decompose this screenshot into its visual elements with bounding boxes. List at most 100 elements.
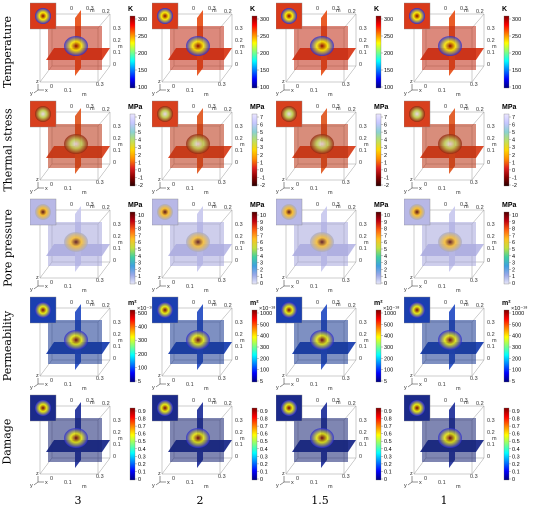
- colorbar-tick-label: 400: [512, 334, 521, 340]
- colorbar-tick-label: 10: [512, 213, 518, 219]
- axis-unit-label: m: [82, 484, 87, 490]
- slice-planes: [292, 206, 356, 272]
- colorbar-exponent: ×10⁻¹⁸: [511, 305, 527, 312]
- axis-tick-label: 0.1: [310, 88, 318, 94]
- axis-tick-label: 0.2: [476, 303, 484, 309]
- colorbar-unit: MPa: [502, 202, 517, 209]
- orientation-triad-icon: yzx: [152, 79, 170, 97]
- svg-text:x: x: [291, 382, 294, 388]
- axis-tick-label: 0.1: [235, 442, 243, 448]
- axis-tick-label: 0.3: [332, 398, 340, 404]
- orientation-triad-icon: yzx: [404, 275, 422, 293]
- svg-text:x: x: [419, 382, 422, 388]
- axis-tick-label: 0: [424, 476, 427, 482]
- svg-text:x: x: [45, 480, 48, 486]
- axis-unit-label: m: [456, 288, 461, 294]
- colorbar-tick-label: -2: [512, 183, 517, 189]
- colorbar-tick-label: 1: [138, 274, 141, 280]
- panel-figure: 0 0.3 0.20.30.20.1000.10.3mmmyzx0.90.80.70…: [404, 394, 520, 490]
- axis-tick-label: 0.3: [359, 26, 367, 32]
- axis-tick-label: 0: [359, 356, 362, 362]
- axis-tick-label: 0: [172, 280, 175, 286]
- orientation-triad-icon: yzx: [30, 177, 48, 195]
- colorbar-tick-label: 200: [512, 356, 521, 362]
- axis-tick-label: 0.3: [208, 398, 216, 404]
- colorbar-tick-label: 5: [138, 247, 141, 253]
- axis-tick-label: 0: [113, 258, 116, 264]
- axis-unit-label: m: [328, 92, 333, 98]
- panel-pore_pressure: 0 0.3 0.2 0.3 0.2 0.1 0 0 0.1 0.3 m m m y z x MPa 10 9 8 7 6 5…: [404, 198, 534, 296]
- axis-tick-label: 0.2: [102, 401, 110, 407]
- panel-figure: 0 0.3 0.20.30.20.1000.10.3mmmyzx0.90.80.70…: [152, 394, 268, 490]
- panel-temperature: 0 0.3 0.2 0.3 0.2 0.1 0 0 0.1 0.3 m m m y z x K 300 250 200…: [404, 2, 534, 100]
- axis-unit-label: m: [364, 44, 369, 50]
- colorbar: [503, 15, 510, 89]
- axis-tick-label: 0.1: [310, 382, 318, 388]
- svg-text:z: z: [36, 177, 39, 183]
- colorbar: [129, 15, 136, 89]
- svg-text:x: x: [167, 284, 170, 290]
- colorbar-tick-label: 500: [138, 311, 147, 317]
- slice-planes: [420, 206, 484, 272]
- colorbar-tick-label: 6: [138, 240, 141, 246]
- axis-tick-label: 0: [235, 160, 238, 166]
- svg-text:x: x: [291, 186, 294, 192]
- axis-tick-label: 0.3: [470, 474, 478, 480]
- axis-tick-label: 0: [192, 6, 195, 12]
- colorbar-tick-label: 100: [138, 85, 147, 91]
- colorbar-tick-label: 300: [512, 17, 521, 23]
- colorbar-tick-label: 0.7: [384, 424, 392, 430]
- colorbar-unit: K: [250, 6, 255, 13]
- axis-unit-label: m: [328, 386, 333, 392]
- colorbar-tick-label: 0.6: [260, 432, 268, 438]
- axis-tick-label: 0.2: [359, 136, 367, 142]
- colorbar-tick-label: 0.5: [260, 439, 268, 445]
- colorbar-tick-label: 6: [512, 123, 515, 129]
- colorbar-unit: MPa: [128, 202, 143, 209]
- orientation-triad-icon: yzx: [152, 177, 170, 195]
- panel-figure: 0 0.3 0.20.30.20.1000.10.3mmmyzxm²×10⁻¹⁸10…: [152, 296, 275, 392]
- axis-tick-label: 0.1: [310, 284, 318, 290]
- axis-tick-label: 0.3: [470, 278, 478, 284]
- colorbar-tick-label: 300: [138, 338, 147, 344]
- axis-tick-label: 0.1: [438, 186, 446, 192]
- panel-thermal_stress: 0 0.3 0.2 0.3 0.2 0.1 0 0 0.1 0.3 m m m y z x MPa 7 6 5 4 3 2 1…: [30, 100, 160, 198]
- axis-unit-label: m: [364, 142, 369, 148]
- colorbar-tick-label: 2: [260, 153, 263, 159]
- axis-tick-label: 0.2: [348, 9, 356, 15]
- axis-tick-label: 0.2: [487, 136, 495, 142]
- axis-tick-label: 0.3: [342, 474, 350, 480]
- axis-tick-label: 0.3: [208, 6, 216, 12]
- axis-tick-label: 0.3: [342, 278, 350, 284]
- axis-tick-label: 0.1: [64, 284, 72, 290]
- panel-figure: 0 0.3 0.20.30.20.1000.10.3mmmyzxMPa1098765…: [276, 198, 390, 294]
- axis-tick-label: 0.3: [86, 104, 94, 110]
- axis-unit-label: m: [212, 8, 217, 14]
- axis-unit-label: m: [492, 338, 497, 344]
- colorbar-tick-label: 7: [512, 115, 515, 121]
- colorbar-tick-label: 0.1: [138, 469, 146, 475]
- axis-tick-label: 0: [296, 84, 299, 90]
- colorbar-unit: MPa: [250, 202, 265, 209]
- colorbar: [251, 113, 258, 187]
- colorbar-tick-label: 6: [384, 123, 387, 129]
- axis-tick-label: 0.3: [86, 202, 94, 208]
- orientation-triad-icon: yzx: [404, 471, 422, 489]
- axis-tick-label: 0.2: [224, 303, 232, 309]
- colorbar: [503, 211, 510, 285]
- slice-planes: [46, 304, 110, 370]
- colorbar-unit: MPa: [374, 202, 389, 209]
- axis-tick-label: 0: [487, 62, 490, 68]
- orientation-triad-icon: yzx: [152, 275, 170, 293]
- axis-tick-label: 0.1: [487, 246, 495, 252]
- axis-unit-label: m: [336, 106, 341, 112]
- axis-tick-label: 0.3: [208, 104, 216, 110]
- axis-tick-label: 0: [172, 182, 175, 188]
- colorbar-tick-label: 0.2: [260, 462, 268, 468]
- axis-tick-label: 0.1: [186, 88, 194, 94]
- axis-tick-label: 0.2: [102, 303, 110, 309]
- axis-tick-label: 0: [113, 62, 116, 68]
- colorbar-tick-label: 8: [260, 227, 263, 233]
- colorbar-tick-label: 0: [384, 477, 387, 483]
- svg-text:x: x: [419, 186, 422, 192]
